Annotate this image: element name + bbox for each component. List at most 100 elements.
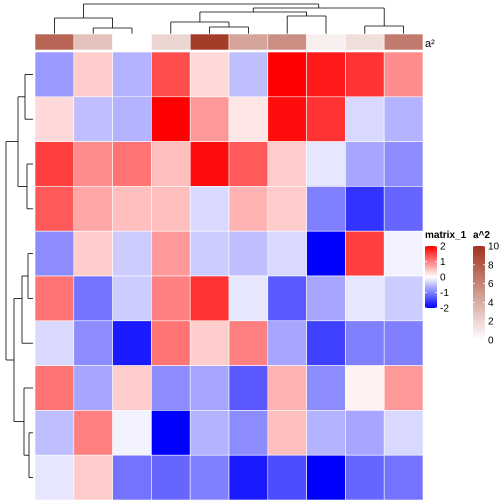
heatmap-cell bbox=[306, 275, 346, 322]
legend-matrix-gradient bbox=[425, 246, 437, 308]
legend-tick-label: 8 bbox=[488, 260, 494, 271]
heatmap-cell bbox=[34, 454, 75, 501]
heatmap-cell bbox=[383, 51, 424, 98]
heatmap-cell bbox=[267, 365, 307, 411]
heatmap-cell bbox=[228, 275, 269, 322]
heatmap-cell bbox=[189, 230, 230, 277]
heatmap-cell bbox=[34, 410, 75, 456]
heatmap-cell bbox=[34, 320, 75, 366]
heatmap-cell bbox=[228, 96, 269, 142]
heatmap-cell bbox=[34, 275, 75, 322]
legend-tick-label: -2 bbox=[440, 304, 449, 315]
heatmap-cell bbox=[189, 365, 230, 411]
heatmap-cell bbox=[151, 96, 191, 142]
legend-annotation: a^2 10 8 6 4 2 0 bbox=[473, 230, 500, 347]
heatmap-cell bbox=[34, 141, 75, 187]
heatmap-cell bbox=[345, 141, 385, 187]
heatmap-cell bbox=[189, 410, 230, 456]
heatmap-cell bbox=[306, 141, 346, 187]
heatmap-cell bbox=[112, 275, 152, 322]
heatmap-cell bbox=[228, 230, 269, 277]
legend-tick-label: 0 bbox=[440, 273, 446, 284]
legend-annotation-title: a^2 bbox=[473, 230, 490, 241]
heatmap-cell bbox=[112, 141, 152, 187]
annotation-cell bbox=[345, 33, 385, 51]
heatmap-cell bbox=[267, 320, 307, 366]
heatmap-cell bbox=[345, 230, 385, 277]
heatmap-cell bbox=[267, 141, 307, 187]
legend-annotation-gradient bbox=[473, 246, 485, 340]
heatmap-cell bbox=[34, 365, 75, 411]
annotation-cell bbox=[383, 33, 424, 51]
heatmap-cell bbox=[345, 320, 385, 366]
heatmap-cell bbox=[267, 275, 307, 322]
heatmap-cell bbox=[151, 186, 191, 232]
heatmap-cell bbox=[267, 454, 307, 501]
annotation-bar bbox=[34, 33, 424, 51]
heatmap-cell bbox=[345, 454, 385, 501]
heatmap-cell bbox=[189, 51, 230, 98]
heatmap-cell bbox=[383, 230, 424, 277]
row-dendrogram bbox=[5, 74, 33, 479]
heatmap-cell bbox=[151, 320, 191, 366]
annotation-cell bbox=[267, 33, 307, 51]
heatmap-cell bbox=[228, 320, 269, 366]
annotation-cell bbox=[151, 33, 191, 51]
annotation-cell bbox=[73, 33, 113, 51]
heatmap-cell bbox=[73, 410, 113, 456]
heatmap-cell bbox=[112, 365, 152, 411]
legend-tick-label: -1 bbox=[440, 288, 449, 299]
heatmap-cell bbox=[34, 96, 75, 142]
legend-tick-label: 2 bbox=[440, 242, 446, 253]
heatmap-cell bbox=[189, 186, 230, 232]
heatmap-cell bbox=[306, 51, 346, 98]
heatmap-cell bbox=[345, 96, 385, 142]
column-dendrogram bbox=[54, 3, 405, 34]
heatmap-cell bbox=[189, 454, 230, 501]
heatmap-cell bbox=[306, 186, 346, 232]
legend-tick-label: 4 bbox=[488, 298, 494, 309]
heatmap-cell bbox=[73, 186, 113, 232]
legend-tick-label: 10 bbox=[488, 242, 500, 253]
heatmap-cell bbox=[151, 454, 191, 501]
annotation-cell bbox=[112, 33, 152, 51]
heatmap-cell bbox=[112, 51, 152, 98]
heatmap-cell bbox=[383, 275, 424, 322]
heatmap-cell bbox=[306, 96, 346, 142]
heatmap-cell bbox=[112, 454, 152, 501]
legend-tick-label: 2 bbox=[488, 317, 494, 328]
heatmap-cell bbox=[306, 410, 346, 456]
legend-matrix-ticks: 2 1 0 -1 -2 bbox=[425, 242, 449, 315]
heatmap-cell bbox=[34, 230, 75, 277]
heatmap-cell bbox=[112, 320, 152, 366]
legend-annotation-ticks: 10 8 6 4 2 0 bbox=[473, 242, 500, 347]
heatmap-cell bbox=[228, 410, 269, 456]
legend-tick-label: 1 bbox=[440, 257, 446, 268]
heatmap-cell bbox=[306, 320, 346, 366]
heatmap-cell bbox=[345, 410, 385, 456]
heatmap-cell bbox=[383, 454, 424, 501]
heatmap-cell bbox=[189, 275, 230, 322]
heatmap-cell bbox=[73, 454, 113, 501]
heatmap-cell bbox=[383, 96, 424, 142]
legend-annotation-colorbar bbox=[473, 246, 485, 340]
heatmap-cell bbox=[189, 320, 230, 366]
heatmap-cell bbox=[112, 186, 152, 232]
heatmap-cell bbox=[345, 186, 385, 232]
heatmap-cell bbox=[73, 96, 113, 142]
heatmap-cell bbox=[267, 96, 307, 142]
heatmap-cell bbox=[151, 230, 191, 277]
legend-tick-label: 6 bbox=[488, 279, 494, 290]
heatmap-cell bbox=[306, 230, 346, 277]
annotation-cell bbox=[34, 33, 75, 51]
heatmap-cell bbox=[189, 96, 230, 142]
heatmap-cell bbox=[267, 51, 307, 98]
heatmap-cell bbox=[228, 365, 269, 411]
heatmap-cell bbox=[228, 141, 269, 187]
heatmap-cells bbox=[34, 51, 424, 501]
heatmap-cell bbox=[73, 230, 113, 277]
heatmap-cell bbox=[112, 96, 152, 142]
heatmap-cell bbox=[383, 365, 424, 411]
heatmap-cell bbox=[267, 230, 307, 277]
